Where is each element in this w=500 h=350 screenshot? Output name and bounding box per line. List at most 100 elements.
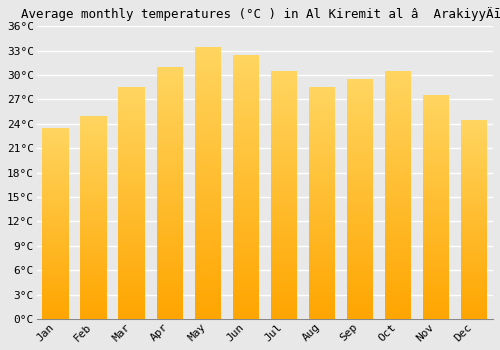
Bar: [270, 153, 297, 154]
Bar: [42, 166, 69, 167]
Bar: [194, 78, 221, 79]
Bar: [460, 167, 487, 168]
Bar: [460, 218, 487, 219]
Bar: [460, 226, 487, 227]
Bar: [422, 281, 450, 282]
Bar: [270, 220, 297, 221]
Bar: [118, 165, 145, 166]
Bar: [194, 198, 221, 199]
Bar: [422, 280, 450, 281]
Bar: [308, 112, 335, 113]
Bar: [118, 147, 145, 149]
Bar: [118, 149, 145, 150]
Bar: [346, 214, 374, 215]
Bar: [270, 309, 297, 310]
Bar: [80, 177, 107, 178]
Bar: [118, 193, 145, 194]
Bar: [308, 204, 335, 205]
Bar: [232, 129, 259, 130]
Bar: [42, 257, 69, 258]
Bar: [384, 169, 411, 170]
Bar: [270, 155, 297, 156]
Bar: [118, 286, 145, 288]
Bar: [308, 243, 335, 244]
Bar: [460, 286, 487, 287]
Bar: [156, 154, 183, 155]
Bar: [460, 156, 487, 158]
Bar: [308, 115, 335, 116]
Bar: [422, 172, 450, 173]
Bar: [384, 262, 411, 263]
Bar: [194, 131, 221, 132]
Bar: [270, 303, 297, 304]
Bar: [346, 197, 374, 198]
Bar: [232, 290, 259, 291]
Bar: [270, 174, 297, 175]
Bar: [346, 103, 374, 104]
Bar: [384, 85, 411, 86]
Bar: [156, 272, 183, 274]
Bar: [80, 308, 107, 309]
Bar: [422, 180, 450, 181]
Bar: [42, 169, 69, 170]
Bar: [156, 108, 183, 110]
Bar: [42, 184, 69, 185]
Bar: [308, 165, 335, 166]
Bar: [232, 203, 259, 204]
Bar: [194, 267, 221, 268]
Bar: [232, 247, 259, 249]
Bar: [232, 209, 259, 211]
Bar: [80, 300, 107, 301]
Bar: [384, 283, 411, 284]
Bar: [270, 278, 297, 279]
Bar: [384, 290, 411, 292]
Bar: [270, 279, 297, 280]
Bar: [422, 247, 450, 248]
Bar: [232, 59, 259, 60]
Bar: [194, 75, 221, 77]
Bar: [308, 239, 335, 240]
Bar: [270, 140, 297, 142]
Bar: [308, 180, 335, 181]
Bar: [194, 213, 221, 214]
Bar: [308, 205, 335, 206]
Bar: [422, 307, 450, 308]
Bar: [118, 87, 145, 88]
Bar: [346, 223, 374, 224]
Bar: [308, 113, 335, 114]
Bar: [80, 204, 107, 205]
Bar: [346, 247, 374, 248]
Bar: [118, 183, 145, 184]
Bar: [80, 202, 107, 203]
Bar: [308, 119, 335, 120]
Bar: [422, 271, 450, 272]
Bar: [194, 243, 221, 244]
Bar: [270, 102, 297, 103]
Bar: [384, 156, 411, 158]
Bar: [270, 128, 297, 129]
Bar: [118, 189, 145, 190]
Bar: [346, 218, 374, 219]
Bar: [270, 218, 297, 220]
Bar: [80, 294, 107, 295]
Bar: [422, 206, 450, 207]
Bar: [460, 231, 487, 232]
Bar: [460, 122, 487, 123]
Bar: [232, 147, 259, 148]
Bar: [156, 151, 183, 153]
Bar: [308, 92, 335, 93]
Bar: [194, 252, 221, 253]
Bar: [232, 117, 259, 118]
Bar: [422, 139, 450, 140]
Bar: [156, 268, 183, 270]
Bar: [308, 209, 335, 210]
Bar: [232, 71, 259, 72]
Bar: [346, 156, 374, 157]
Bar: [42, 165, 69, 166]
Bar: [42, 149, 69, 150]
Bar: [384, 218, 411, 220]
Bar: [422, 162, 450, 163]
Bar: [422, 187, 450, 188]
Bar: [308, 153, 335, 154]
Bar: [156, 299, 183, 300]
